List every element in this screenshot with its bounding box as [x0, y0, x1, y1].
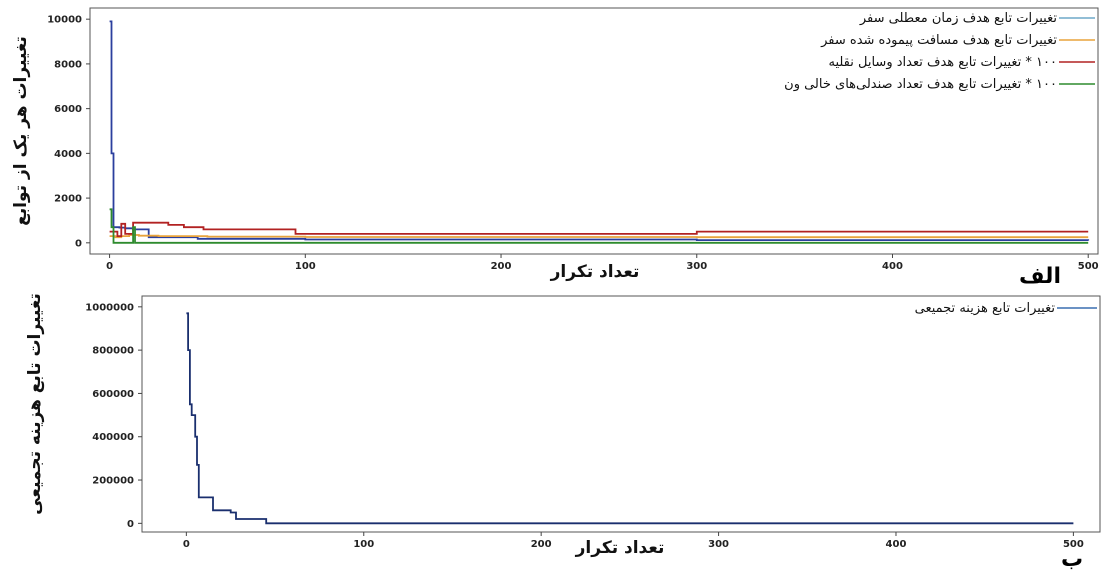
y-tick-label: 800000: [92, 346, 134, 357]
plot-frame: [89, 7, 1099, 255]
x-tick-label: 100: [295, 261, 316, 272]
legend-label-4: ۱۰۰ * تغییرات تابع هدف تعداد صندلی‌های خ…: [784, 77, 1057, 92]
x-tick-label: 300: [686, 261, 707, 272]
y-axis-ticks: 0 200000 400000 600000 800000 1000000: [85, 302, 142, 530]
series-layer: [109, 20, 1090, 244]
panel-label: ب: [1061, 547, 1083, 570]
x-tick-label: 0: [183, 539, 190, 550]
series-line-1: [186, 312, 1074, 525]
x-tick-label: 300: [708, 539, 729, 550]
legend-label-2: تغییرات تابع هدف مسافت پیموده شده سفر: [820, 33, 1057, 48]
series-layer: [186, 312, 1074, 525]
y-tick-label: 400000: [92, 432, 134, 443]
legend-label-1: تغییرات تابع هزینه تجمیعی: [915, 301, 1056, 316]
y-tick-label: 6000: [54, 104, 82, 115]
panel-label: الف: [1019, 264, 1061, 289]
y-tick-label: 0: [75, 238, 82, 249]
x-axis-ticks: 0 100 200 300 400 500: [183, 532, 1084, 550]
series-line-2: [109, 234, 1089, 239]
y-tick-label: 4000: [54, 149, 82, 160]
x-tick-label: 500: [1078, 261, 1099, 272]
legend-label-1: تغییرات تابع هدف زمان معطلی سفر: [859, 11, 1058, 26]
x-tick-label: 500: [1063, 539, 1084, 550]
chart-panel-b: 0 100 200 300 400 500 0 200000 400000 600000 8000…: [25, 293, 1101, 570]
y-axis-ticks: 0 2000 4000 6000 8000 10000: [47, 15, 90, 249]
plot-frame: [141, 295, 1101, 533]
x-axis-label: تعداد تکرار: [550, 262, 640, 282]
x-tick-label: 200: [491, 261, 512, 272]
chart-panel-a: 0 100 200 300 400 500 0200040006000800010000 …: [11, 7, 1099, 289]
y-tick-label: 0: [127, 519, 134, 530]
y-axis-label: تغییرات هر یک از توابع: [11, 36, 31, 226]
legend-label-3: ۱۰۰ * تغییرات تابع هدف تعداد وسایل نقلیه: [828, 55, 1057, 70]
series-line-3: [109, 221, 1089, 237]
y-tick-label: 600000: [92, 389, 134, 400]
x-tick-label: 400: [882, 261, 903, 272]
y-tick-label: 1000000: [85, 302, 134, 313]
y-tick-label: 2000: [54, 194, 82, 205]
series-line-4: [109, 208, 1089, 244]
x-tick-label: 100: [353, 539, 374, 550]
x-axis-label: تعداد تکرار: [575, 538, 665, 558]
y-axis-label: تغییرات تابع هزینه تجمیعی: [25, 293, 45, 515]
x-tick-label: 400: [886, 539, 907, 550]
x-tick-label: 0: [106, 261, 113, 272]
y-tick-label: 10000: [47, 15, 82, 26]
x-tick-label: 200: [531, 539, 552, 550]
x-axis-ticks: 0 100 200 300 400 500: [106, 254, 1099, 272]
y-tick-label: 200000: [92, 476, 134, 487]
legend: تغییرات تابع هزینه تجمیعی: [915, 301, 1097, 316]
y-tick-label: 8000: [54, 59, 82, 70]
legend: تغییرات تابع هدف زمان معطلی سفر تغییرات ت…: [784, 11, 1095, 92]
